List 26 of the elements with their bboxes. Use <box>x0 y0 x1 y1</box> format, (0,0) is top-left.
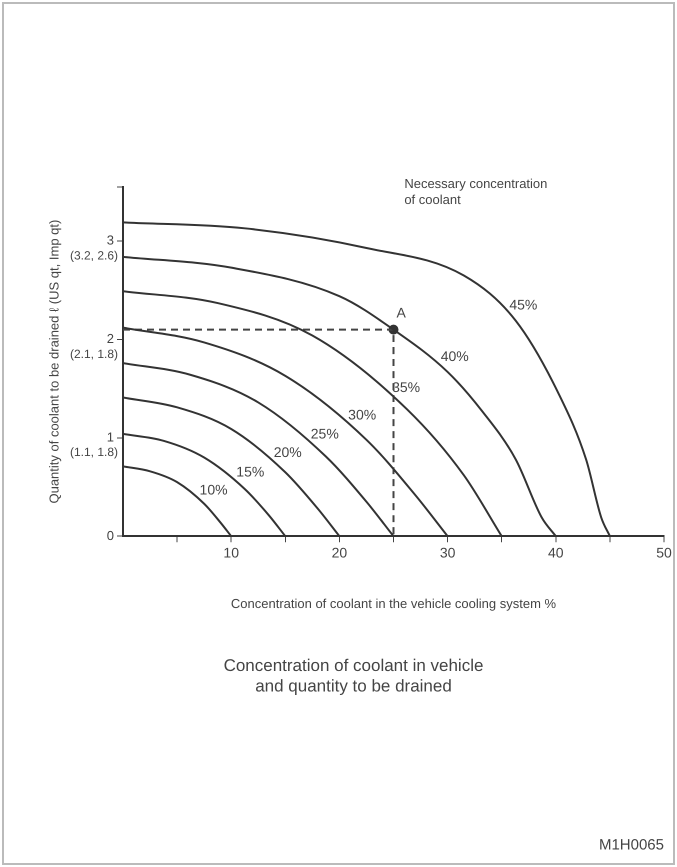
annotation: Necessary concentration of coolant <box>404 176 548 208</box>
x-tick-label: 30 <box>440 544 456 560</box>
series-label: 20% <box>274 444 302 460</box>
annotation: A <box>396 304 406 320</box>
series-label: 10% <box>200 481 228 498</box>
series-label: 35% <box>392 378 420 395</box>
x-axis-title: Concentration of coolant in the vehicle cooling system % <box>230 596 557 611</box>
series-label: 25% <box>310 426 339 442</box>
x-tick-label: 10 <box>223 544 240 560</box>
text: (3.2, 2.6) <box>70 248 118 262</box>
series-label: 30% <box>348 406 376 423</box>
series-label: 40% <box>440 348 469 364</box>
text: M1H0065 <box>598 836 664 854</box>
x-tick-label: 40 <box>548 544 564 560</box>
y-tick-label: 3 <box>106 232 114 248</box>
series-label: 45% <box>509 296 538 312</box>
series-label: 15% <box>236 464 264 480</box>
x-tick-label: 20 <box>332 544 348 560</box>
text: Concentration of coolant in vehicle and quantity to be drained <box>224 656 484 696</box>
y-tick-label: 2 <box>106 331 114 346</box>
y-tick-label: 0 <box>106 528 114 543</box>
x-tick-label: 50 <box>656 544 672 560</box>
text: (2.1, 1.8) <box>70 346 118 361</box>
y-tick-label: 1 <box>106 429 114 444</box>
text: (1.1, 1.8) <box>70 445 118 460</box>
y-axis-title: Quantity of coolant to be drained ℓ (US qt, Imp qt) <box>46 220 62 504</box>
